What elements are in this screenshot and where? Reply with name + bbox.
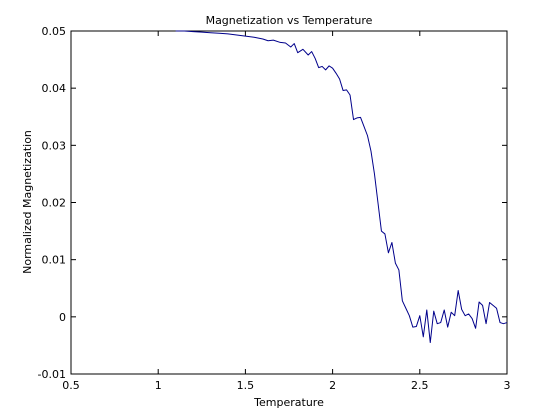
y-axis-label: Normalized Magnetization [21,130,34,274]
magnetization-series-line-0 [175,30,508,344]
x-axis-label: Temperature [253,396,324,409]
x-axis-ticks: 0.5 1 1.5 2 2.5 3 [62,31,511,392]
chart-title: Magnetization vs Temperature [206,14,373,27]
x-tick-label: 0.5 [62,379,80,392]
y-tick-label: 0 [59,311,66,324]
y-tick-label: 0.02 [42,197,67,210]
plot-area: -0.01 0 0.01 0.02 0.03 0.04 0.05 0.5 1 1.5 2 2.5 3 [38,25,511,392]
x-tick-label: 3 [504,379,511,392]
x-tick-label: 1 [155,379,162,392]
y-tick-label: 0.04 [42,82,67,95]
series-layer [175,30,508,344]
y-tick-label: -0.01 [38,368,66,381]
x-tick-label: 2 [329,379,336,392]
y-axis-ticks: -0.01 0 0.01 0.02 0.03 0.04 0.05 [38,25,507,381]
x-tick-label: 2.5 [411,379,429,392]
y-tick-label: 0.05 [42,25,67,38]
y-tick-label: 0.03 [42,139,67,152]
axes-box [70,30,508,375]
x-tick-label: 1.5 [237,379,255,392]
y-tick-label: 0.01 [42,254,67,267]
